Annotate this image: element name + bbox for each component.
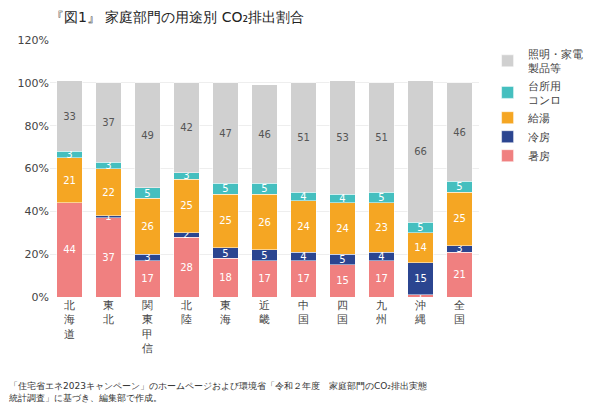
svg-text:20%: 20% [25,248,49,261]
svg-text:5: 5 [261,250,267,261]
svg-text:21: 21 [453,269,466,280]
svg-text:冷房: 冷房 [528,131,550,144]
svg-text:3: 3 [66,149,72,160]
svg-text:100%: 100% [18,77,49,90]
svg-text:4: 4 [300,191,306,202]
svg-text:関東甲信: 関東甲信 [142,299,153,355]
svg-text:49: 49 [141,130,154,141]
svg-text:給湯: 給湯 [527,112,550,125]
svg-text:25: 25 [453,213,466,224]
svg-text:四国: 四国 [337,299,348,326]
svg-text:5: 5 [339,254,345,265]
svg-text:5: 5 [417,222,423,233]
svg-text:40%: 40% [25,205,49,218]
svg-text:23: 23 [375,222,388,233]
svg-text:5: 5 [144,188,150,199]
svg-text:中国: 中国 [298,299,309,326]
svg-text:47: 47 [219,128,232,139]
svg-text:26: 26 [141,221,154,232]
svg-text:42: 42 [180,122,193,133]
svg-text:120%: 120% [18,34,49,47]
svg-text:14: 14 [414,242,427,253]
svg-text:5: 5 [456,181,462,192]
svg-text:九州: 九州 [376,299,387,326]
svg-text:『図1』 家庭部門の用途別 CO₂排出割合: 『図1』 家庭部門の用途別 CO₂排出割合 [50,9,304,25]
svg-text:台所用コンロ: 台所用コンロ [528,80,561,107]
svg-text:0%: 0% [32,291,49,304]
svg-text:17: 17 [297,273,310,284]
svg-text:24: 24 [297,221,310,232]
svg-text:「住宅省エネ2023キャンペーン」のホームページおよび環境省: 「住宅省エネ2023キャンペーン」のホームページおよび環境省「令和２年度 家庭部… [9,381,427,403]
svg-text:80%: 80% [25,120,49,133]
svg-text:全国: 全国 [454,299,465,326]
svg-text:3: 3 [456,243,462,254]
svg-text:15: 15 [414,273,427,284]
svg-text:4: 4 [339,193,345,204]
svg-text:53: 53 [336,132,349,143]
svg-text:17: 17 [258,273,271,284]
svg-text:北陸: 北陸 [181,299,192,326]
svg-text:3: 3 [105,160,111,171]
svg-text:1: 1 [417,290,423,301]
svg-text:3: 3 [144,252,150,263]
svg-text:18: 18 [219,272,232,283]
svg-text:66: 66 [414,146,427,157]
svg-text:60%: 60% [25,162,49,175]
svg-text:26: 26 [258,217,271,228]
svg-text:28: 28 [180,262,193,273]
svg-text:5: 5 [378,192,384,203]
svg-text:17: 17 [141,273,154,284]
svg-text:5: 5 [222,248,228,259]
svg-text:東北: 東北 [103,299,114,326]
svg-text:24: 24 [336,223,349,234]
svg-text:15: 15 [336,275,349,286]
svg-text:25: 25 [180,200,193,211]
svg-text:近畿: 近畿 [259,299,270,326]
svg-text:3: 3 [183,170,189,181]
svg-text:4: 4 [378,251,384,262]
svg-text:北海道: 北海道 [64,299,75,341]
svg-text:51: 51 [375,132,388,143]
svg-text:2: 2 [183,229,189,240]
svg-text:25: 25 [219,215,232,226]
svg-text:33: 33 [63,111,76,122]
svg-text:37: 37 [102,117,115,128]
svg-text:暑房: 暑房 [528,150,550,163]
svg-text:46: 46 [258,129,271,140]
svg-text:22: 22 [102,187,115,198]
svg-text:17: 17 [375,273,388,284]
svg-text:46: 46 [453,127,466,138]
svg-text:照明・家電製品等: 照明・家電製品等 [528,48,583,75]
svg-text:東海: 東海 [220,299,231,326]
svg-text:37: 37 [102,252,115,263]
svg-text:5: 5 [261,183,267,194]
svg-text:44: 44 [63,244,76,255]
svg-text:4: 4 [300,251,306,262]
svg-text:5: 5 [222,183,228,194]
svg-text:21: 21 [63,175,76,186]
svg-text:1: 1 [105,211,111,222]
svg-text:51: 51 [297,132,310,143]
svg-text:沖縄: 沖縄 [414,299,426,326]
